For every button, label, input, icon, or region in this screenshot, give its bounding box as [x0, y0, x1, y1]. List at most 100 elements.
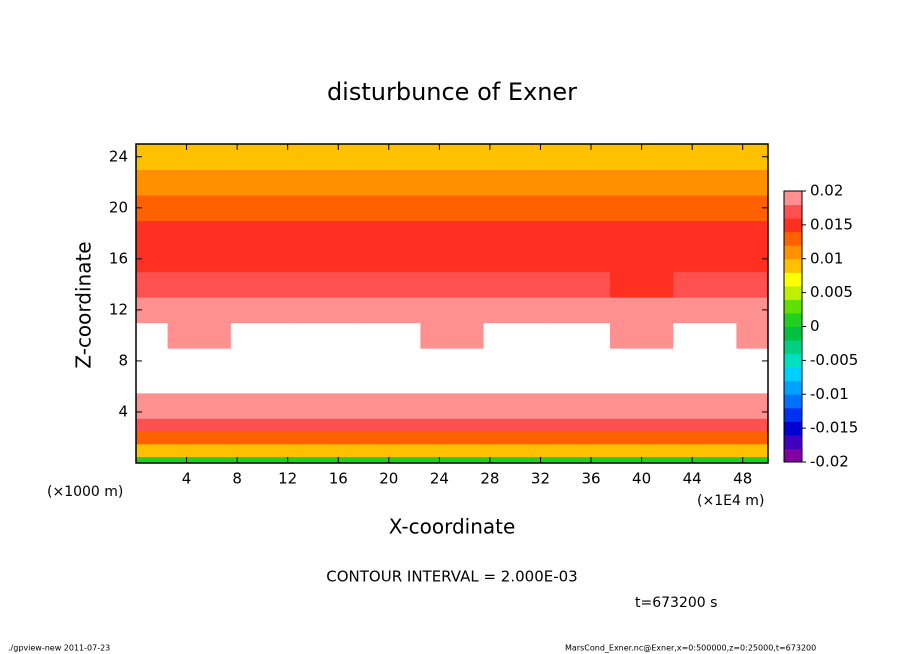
contour-cell [357, 348, 421, 375]
contour-cell [420, 271, 485, 298]
contour-cell [420, 150, 485, 171]
contour-cell [673, 443, 737, 458]
contour-cell [136, 373, 169, 394]
contour-cell [420, 297, 485, 324]
colorbar-band [784, 407, 802, 422]
x-tick-label: 8 [232, 470, 242, 488]
contour-cell [483, 220, 548, 247]
x-axis-label: X-coordinate [389, 515, 516, 539]
colorbar-tick-label: -0.015 [810, 419, 858, 437]
contour-cell [610, 246, 674, 273]
contour-cell [673, 431, 737, 445]
contour-cell [546, 443, 611, 458]
contour-cell [357, 271, 421, 298]
contour-cell [230, 322, 295, 349]
y-tick-label: 20 [109, 198, 128, 216]
contour-cell [673, 169, 737, 196]
contour-cell [546, 150, 611, 171]
contour-cell [546, 322, 611, 349]
contour-cell [167, 405, 232, 419]
contour-cell [294, 405, 358, 419]
contour-cell [230, 373, 295, 394]
contour-cell [736, 373, 769, 394]
contour-cell [167, 297, 232, 324]
y-tick-label: 12 [109, 300, 128, 318]
contour-cell [357, 392, 421, 407]
colorbar-tick-label: 0.02 [810, 182, 843, 200]
colorbar-band [784, 434, 802, 449]
x-tick-label: 48 [733, 470, 752, 488]
x-tick-label: 24 [430, 470, 449, 488]
colorbar-tick-label: -0.005 [810, 351, 858, 369]
contour-cell [420, 456, 485, 464]
contour-cell [736, 405, 769, 419]
contour-cell [546, 392, 611, 407]
contour-cell [294, 297, 358, 324]
contour-cell [673, 297, 737, 324]
contour-cell [673, 195, 737, 222]
plot-frame [135, 143, 769, 464]
contour-cell [357, 195, 421, 222]
x-tick-label: 16 [329, 470, 348, 488]
contour-cell [546, 297, 611, 324]
contour-cell [483, 144, 548, 151]
contour-cell [546, 405, 611, 419]
contour-cell [230, 195, 295, 222]
contour-cell [546, 373, 611, 394]
contour-cell [230, 169, 295, 196]
colorbar-band [784, 448, 802, 463]
colorbar-band [784, 421, 802, 436]
contour-cell [136, 220, 169, 247]
contour-cell [167, 246, 232, 273]
contour-cell [294, 246, 358, 273]
contour-cell [167, 348, 232, 375]
contour-cell [483, 297, 548, 324]
contour-cell [420, 431, 485, 445]
contour-cell [294, 443, 358, 458]
contour-cell [420, 144, 485, 151]
contour-cell [610, 348, 674, 375]
contour-cell [294, 431, 358, 445]
contour-cell [610, 150, 674, 171]
colorbar-band [784, 394, 802, 409]
contour-cell [357, 169, 421, 196]
contour-cell [136, 322, 169, 349]
contour-cell [546, 246, 611, 273]
contour-cell [357, 443, 421, 458]
contour-cell [420, 195, 485, 222]
contour-cell [420, 405, 485, 419]
contour-cell [136, 144, 169, 151]
contour-cell [357, 418, 421, 432]
y-tick-label: 16 [109, 249, 128, 267]
contour-cell [136, 169, 169, 196]
contour-cell [230, 418, 295, 432]
contour-cell [230, 246, 295, 273]
colorbar-band [784, 353, 802, 368]
contour-cell [736, 169, 769, 196]
contour-cell [483, 392, 548, 407]
contour-cell [483, 418, 548, 432]
colorbar-band [784, 340, 802, 355]
colorbar-band [784, 218, 802, 233]
contour-note: CONTOUR INTERVAL = 2.000E-03 [326, 568, 577, 586]
contour-cell [610, 169, 674, 196]
y-tick-label: 24 [109, 147, 128, 165]
contour-cell [483, 271, 548, 298]
contour-cell [546, 456, 611, 464]
contour-cell [736, 392, 769, 407]
contour-cell [673, 144, 737, 151]
contour-cell [483, 443, 548, 458]
x-tick-label: 32 [531, 470, 550, 488]
contour-cell [610, 392, 674, 407]
contour-cell [483, 456, 548, 464]
contour-cell [230, 144, 295, 151]
contour-cell [610, 443, 674, 458]
contour-cell [167, 456, 232, 464]
contour-cell [230, 150, 295, 171]
contour-cell [136, 443, 169, 458]
contour-cell [736, 431, 769, 445]
contour-cell [673, 392, 737, 407]
contour-cell [546, 271, 611, 298]
contour-cell [167, 169, 232, 196]
contour-cell [610, 418, 674, 432]
